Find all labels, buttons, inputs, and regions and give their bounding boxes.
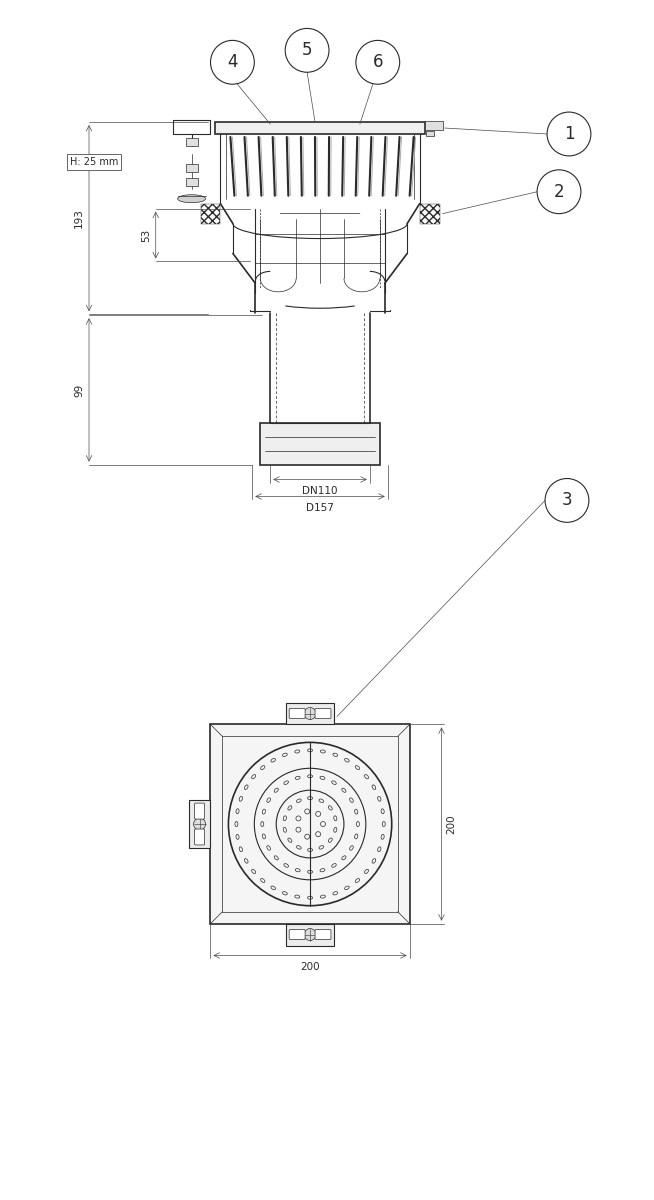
FancyBboxPatch shape [289,708,305,719]
FancyBboxPatch shape [194,829,205,845]
Text: 3: 3 [562,492,572,510]
Bar [186,138,198,146]
Bar [286,702,334,725]
Circle shape [304,929,316,941]
Ellipse shape [178,194,205,203]
Circle shape [304,708,316,720]
Circle shape [194,818,205,830]
FancyBboxPatch shape [194,803,205,820]
Text: DN110: DN110 [302,486,337,497]
Bar [188,800,211,848]
Circle shape [545,479,589,522]
Bar [186,164,198,172]
Text: D157: D157 [306,504,334,514]
Text: 53: 53 [141,228,151,241]
Text: 6: 6 [373,53,383,71]
Bar [186,178,198,186]
FancyBboxPatch shape [315,708,331,719]
Bar [260,422,380,464]
Text: 193: 193 [74,208,84,228]
FancyBboxPatch shape [315,930,331,940]
Circle shape [356,41,400,84]
Text: 99: 99 [74,383,84,396]
Text: 2: 2 [554,182,564,200]
Text: 5: 5 [302,41,313,59]
Bar [286,924,334,946]
Circle shape [211,41,254,84]
Text: 1: 1 [564,125,574,143]
Circle shape [547,112,591,156]
Text: 4: 4 [227,53,237,71]
FancyBboxPatch shape [289,930,305,940]
Circle shape [537,170,581,214]
Bar [201,204,220,223]
Bar [222,737,398,912]
Text: H: 25 mm: H: 25 mm [70,157,118,167]
Text: 200: 200 [447,815,456,834]
Circle shape [285,29,329,72]
Text: 200: 200 [300,962,320,972]
Bar [426,131,434,136]
Bar [211,725,409,924]
Bar [215,122,424,134]
Bar [424,121,443,130]
Bar [420,204,439,223]
